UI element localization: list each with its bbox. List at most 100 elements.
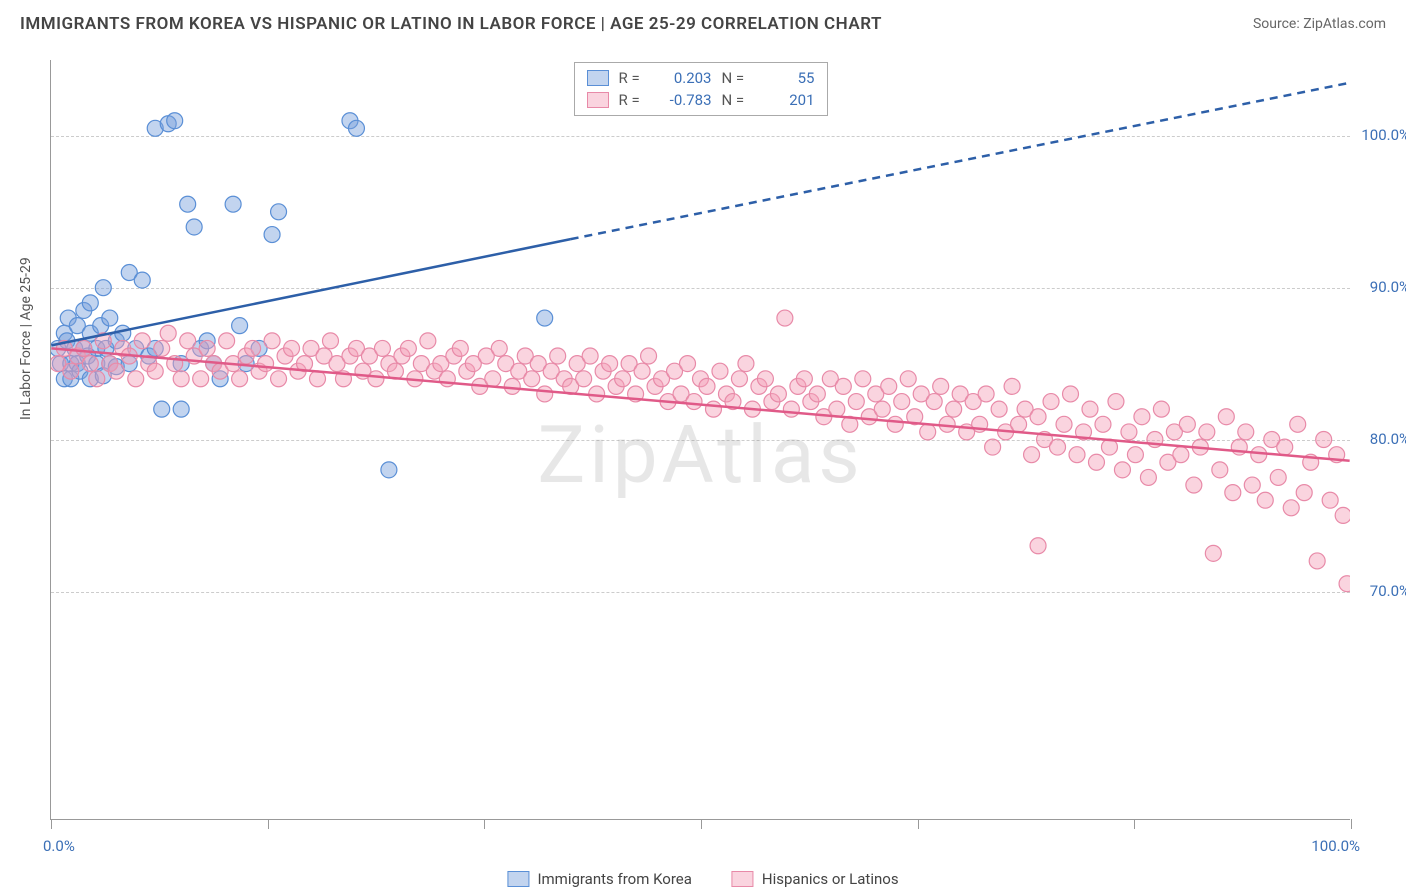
data-point — [400, 340, 416, 356]
x-tick — [1351, 819, 1352, 829]
data-point — [310, 371, 326, 387]
data-point — [1225, 485, 1241, 501]
legend-r-label: R = — [619, 69, 647, 87]
data-point — [89, 371, 105, 387]
data-point — [920, 424, 936, 440]
legend-swatch — [587, 92, 609, 108]
data-point — [108, 363, 124, 379]
data-point — [1011, 416, 1027, 432]
data-point — [855, 371, 871, 387]
data-point — [1322, 492, 1338, 508]
x-tick — [1134, 819, 1135, 829]
legend-correlation-row: R =-0.783N =201 — [587, 89, 815, 111]
data-point — [634, 363, 650, 379]
x-axis-min-label: 0.0% — [43, 837, 75, 855]
data-point — [1218, 409, 1234, 425]
legend-swatch — [587, 70, 609, 86]
source-label: Source: ZipAtlas.com — [1253, 16, 1386, 32]
data-point — [1153, 401, 1169, 417]
data-point — [1050, 439, 1066, 455]
data-point — [900, 371, 916, 387]
data-point — [420, 333, 436, 349]
data-point — [1205, 545, 1221, 561]
data-point — [537, 310, 553, 326]
data-point — [1095, 416, 1111, 432]
data-point — [180, 196, 196, 212]
data-point — [1134, 409, 1150, 425]
data-point — [1277, 439, 1293, 455]
data-point — [271, 204, 287, 220]
data-point — [284, 340, 300, 356]
data-point — [1339, 576, 1350, 592]
data-point — [134, 333, 150, 349]
data-point — [874, 401, 890, 417]
data-point — [186, 219, 202, 235]
data-point — [322, 333, 338, 349]
data-point — [978, 386, 994, 402]
data-point — [1043, 394, 1059, 410]
data-point — [1283, 500, 1299, 516]
x-tick — [701, 819, 702, 829]
data-point — [225, 196, 241, 212]
data-point — [1212, 462, 1228, 478]
data-point — [485, 371, 501, 387]
data-point — [102, 310, 118, 326]
data-point — [1056, 416, 1072, 432]
data-point — [199, 340, 215, 356]
data-point — [63, 363, 79, 379]
data-point — [82, 356, 98, 372]
data-point — [95, 280, 111, 296]
data-point — [173, 371, 189, 387]
data-point — [1257, 492, 1273, 508]
data-point — [680, 356, 696, 372]
data-point — [1238, 424, 1254, 440]
data-point — [881, 378, 897, 394]
legend-swatch — [732, 871, 754, 887]
y-tick-label: 90.0% — [1370, 278, 1406, 296]
data-point — [985, 439, 1001, 455]
data-point — [731, 371, 747, 387]
data-point — [602, 356, 618, 372]
data-point — [1296, 485, 1312, 501]
data-point — [232, 371, 248, 387]
data-point — [1088, 454, 1104, 470]
legend-n-label: N = — [722, 91, 750, 109]
data-point — [82, 295, 98, 311]
data-point — [641, 348, 657, 364]
data-point — [348, 120, 364, 136]
data-point — [128, 371, 144, 387]
data-point — [271, 371, 287, 387]
data-point — [1186, 477, 1202, 493]
data-point — [264, 227, 280, 243]
legend-r-value: -0.783 — [657, 91, 712, 109]
data-point — [1290, 416, 1306, 432]
data-point — [134, 272, 150, 288]
data-point — [777, 310, 793, 326]
data-point — [76, 340, 92, 356]
data-point — [582, 348, 598, 364]
data-point — [1251, 447, 1267, 463]
data-point — [1024, 447, 1040, 463]
legend-correlation-box: R =0.203N =55R =-0.783N =201 — [574, 62, 828, 116]
data-point — [160, 325, 176, 341]
data-point — [809, 386, 825, 402]
data-point — [1063, 386, 1079, 402]
chart-svg — [51, 60, 1350, 819]
data-point — [894, 394, 910, 410]
data-point — [374, 340, 390, 356]
data-point — [381, 462, 397, 478]
data-point — [770, 386, 786, 402]
data-point — [154, 401, 170, 417]
data-point — [757, 371, 773, 387]
legend-n-value: 55 — [760, 69, 815, 87]
legend-bottom: Immigrants from KoreaHispanics or Latino… — [507, 870, 898, 888]
x-tick — [51, 819, 52, 829]
legend-r-label: R = — [619, 91, 647, 109]
data-point — [1004, 378, 1020, 394]
data-point — [245, 340, 261, 356]
legend-swatch — [507, 871, 529, 887]
data-point — [180, 333, 196, 349]
data-point — [1270, 469, 1286, 485]
data-point — [783, 401, 799, 417]
data-point — [946, 401, 962, 417]
